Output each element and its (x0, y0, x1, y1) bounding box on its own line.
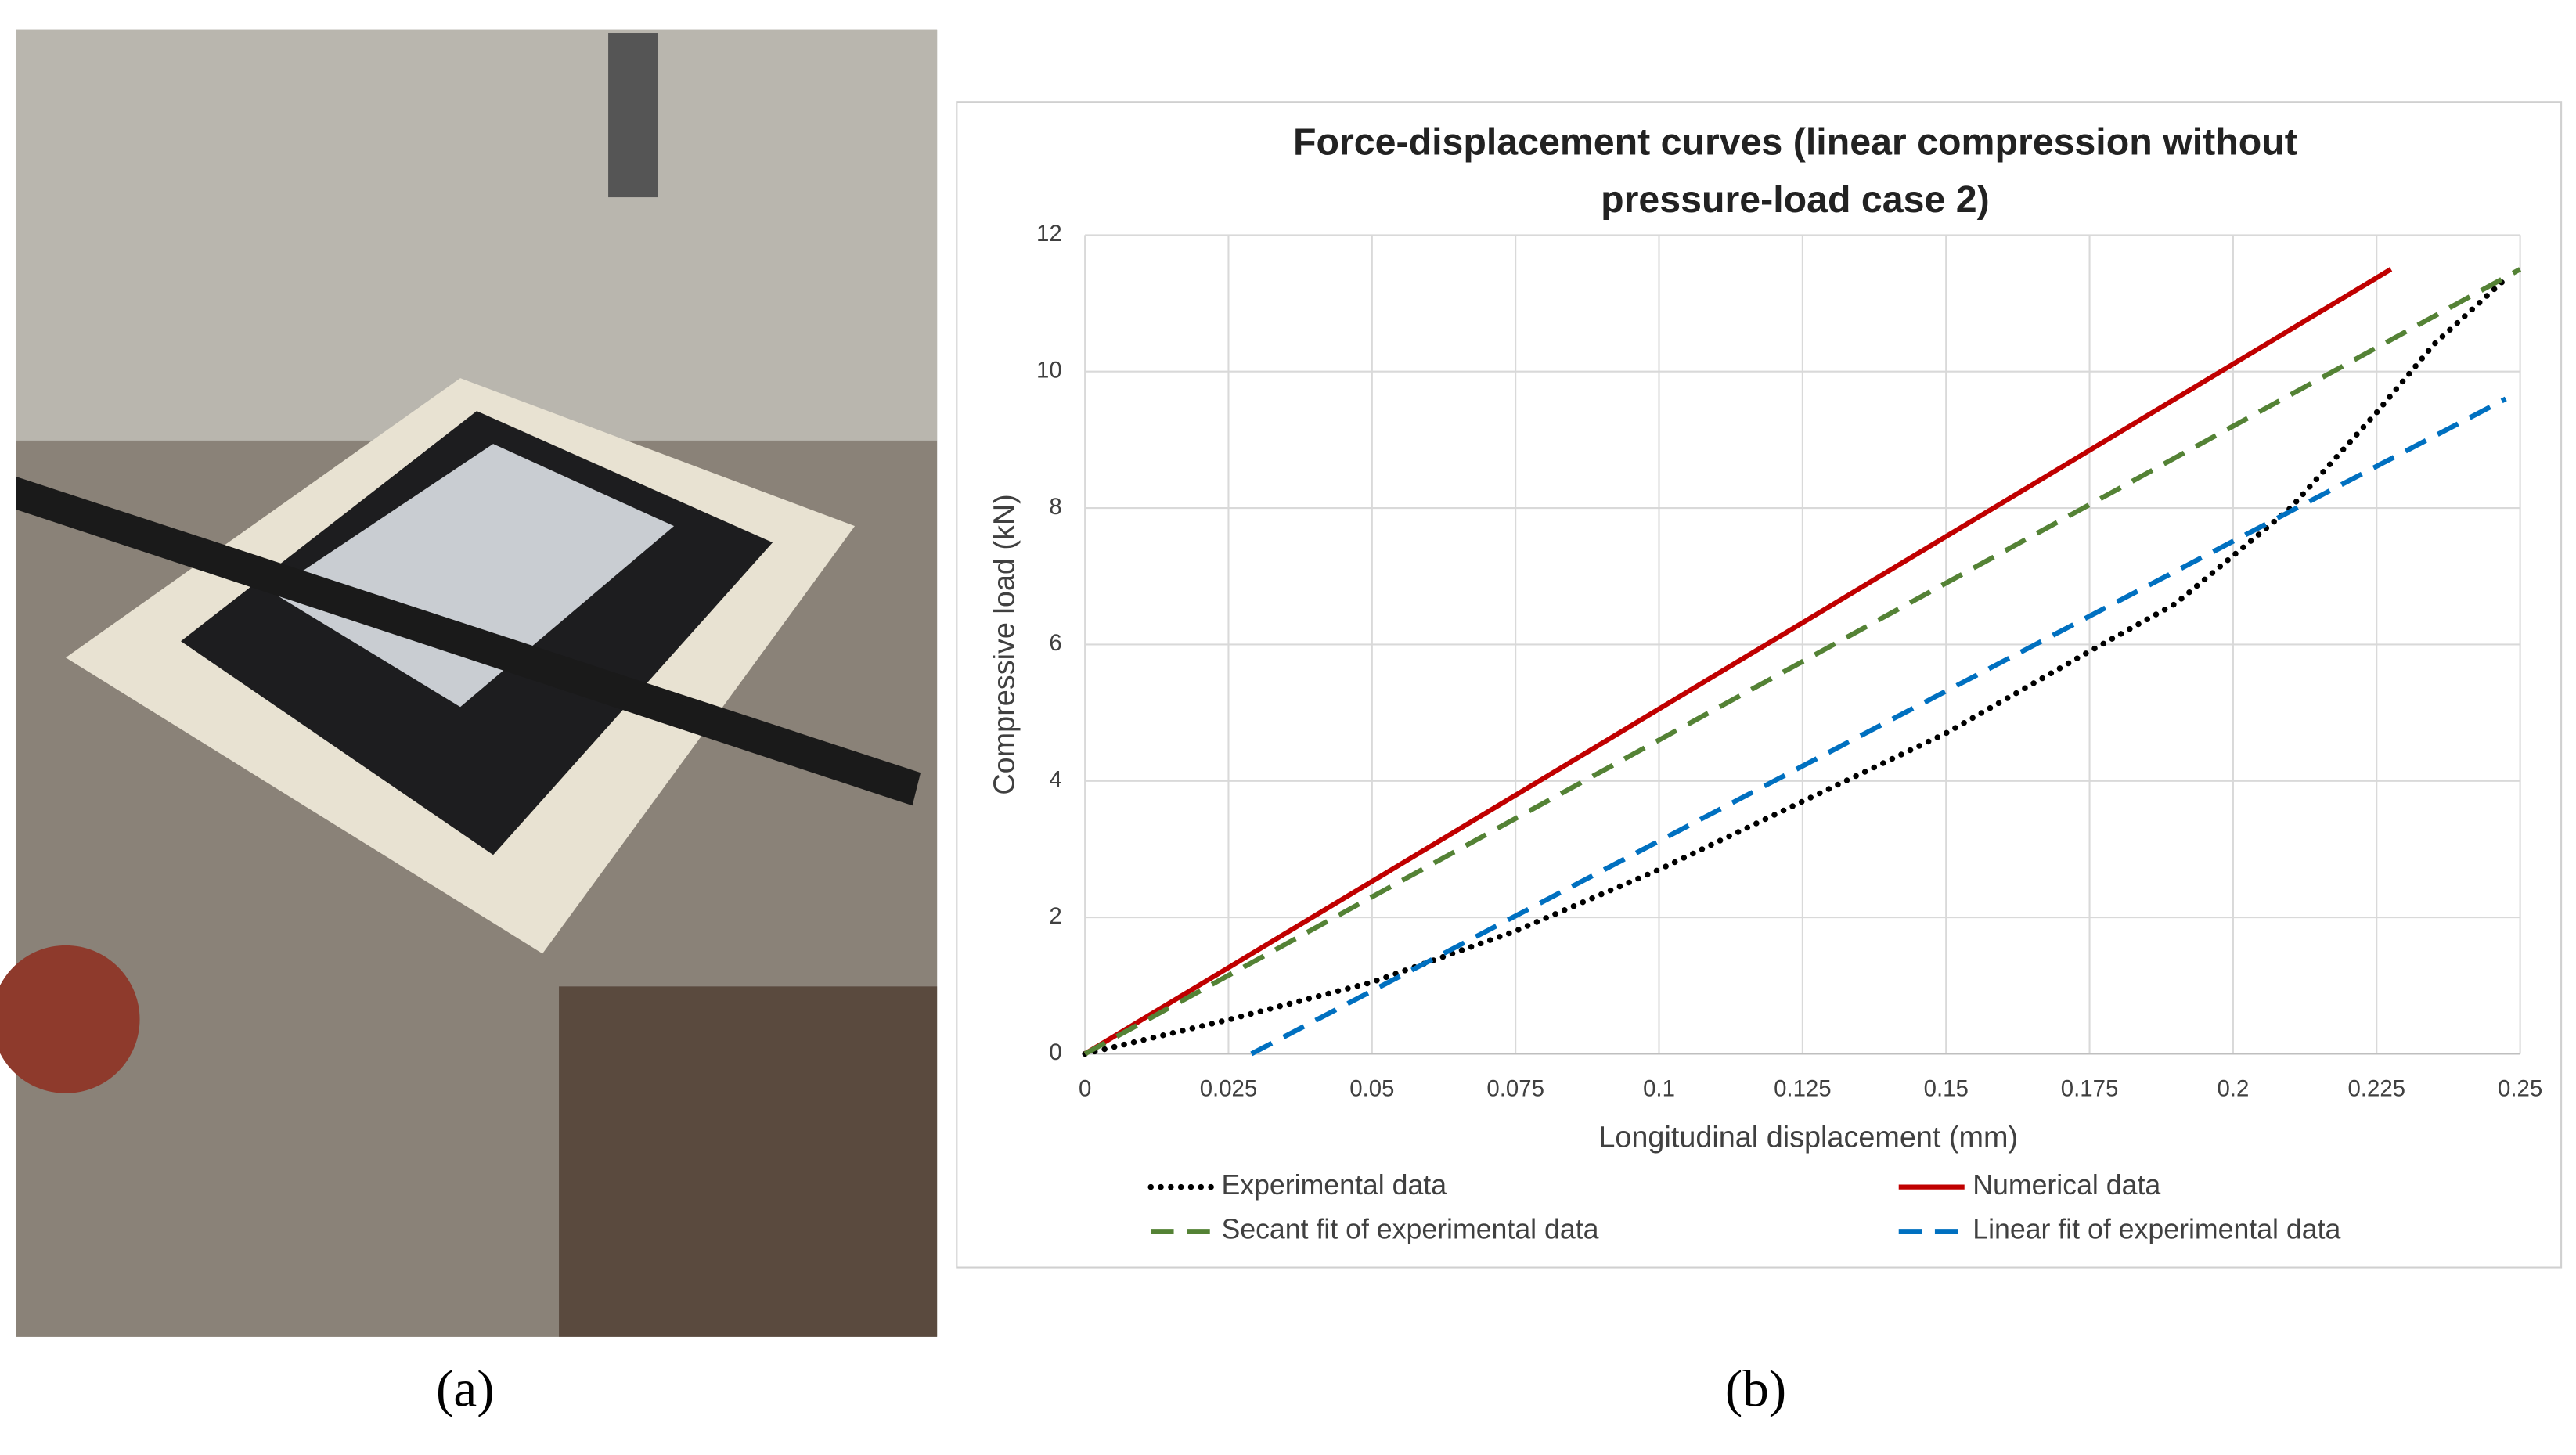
x-tick-label: 0.25 (2498, 1075, 2542, 1101)
y-tick-label: 8 (1049, 494, 1061, 520)
legend-label: Numerical data (1973, 1169, 2160, 1201)
jack (0, 945, 140, 1093)
y-tick-label: 2 (1049, 903, 1061, 929)
chart-title: pressure-load case 2) (1601, 178, 1990, 221)
x-tick-label: 0.125 (1774, 1075, 1832, 1101)
y-tick-label: 12 (1036, 221, 1062, 247)
chart-title: Force-displacement curves (linear compre… (1293, 121, 2297, 164)
data-line (1083, 267, 2393, 1057)
x-tick-label: 0.225 (2347, 1075, 2405, 1101)
x-tick-label: 0.1 (1643, 1075, 1675, 1101)
x-tick-label: 0.2 (2217, 1075, 2249, 1101)
legend-label: Secant fit of experimental data (1221, 1214, 1598, 1245)
x-tick-label: 0.175 (2061, 1075, 2119, 1101)
beam (16, 477, 921, 806)
data-line (1250, 396, 2507, 1057)
actuator (608, 33, 658, 198)
specimen (271, 444, 675, 708)
x-tick-label: 0.05 (1349, 1075, 1394, 1101)
panel-label: (b) (1725, 1360, 1786, 1418)
x-tick-label: 0 (1079, 1075, 1091, 1101)
y-tick-label: 10 (1036, 357, 1062, 383)
x-tick-label: 0.075 (1486, 1075, 1544, 1101)
legend-label: Linear fit of experimental data (1973, 1214, 2340, 1245)
wall (16, 29, 938, 441)
x-tick-label: 0.025 (1200, 1075, 1258, 1101)
panel-label: (a) (436, 1360, 495, 1418)
y-tick-label: 0 (1049, 1039, 1061, 1065)
data-line (1082, 273, 2512, 1057)
y-tick-label: 6 (1049, 630, 1061, 656)
data-line (1083, 267, 2522, 1057)
y-axis-label: Compressive load (kN) (988, 494, 1021, 794)
legend-label: Experimental data (1221, 1169, 1447, 1201)
x-tick-label: 0.15 (1924, 1075, 1969, 1101)
photo (0, 29, 938, 1337)
x-axis-label: Longitudinal displacement (mm) (1598, 1122, 2018, 1154)
y-tick-label: 4 (1049, 767, 1061, 793)
floor-beam (559, 986, 938, 1337)
